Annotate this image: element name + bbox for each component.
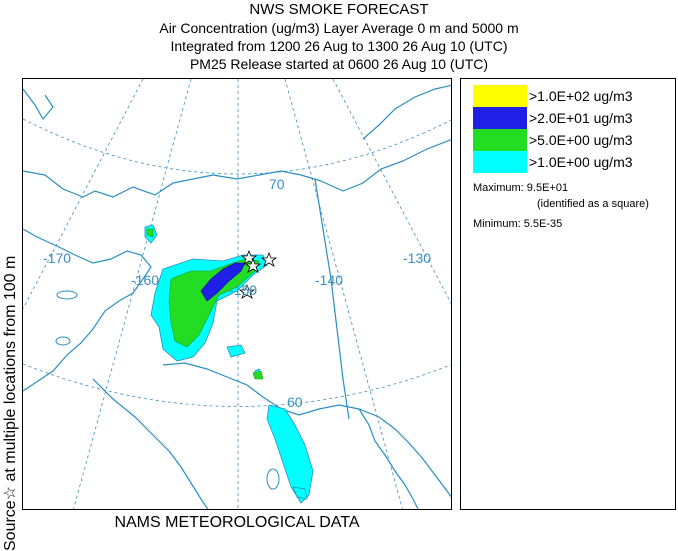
source-markers: [238, 249, 278, 299]
southern-coast: [162, 362, 451, 498]
legend-label: >2.0E+01 ug/m3: [529, 110, 633, 126]
canada-border: [314, 178, 350, 420]
integration-subtitle: Integrated from 1200 26 Aug to 1300 26 A…: [170, 38, 508, 54]
source-location-label: Source☆ at multiple locations from 100 m: [2, 255, 19, 551]
legend-swatch-blue: [473, 107, 527, 129]
smoke-map: -170 -160 -150 -140 -130 70 60: [23, 79, 451, 509]
legend-swatch-green: [473, 129, 527, 151]
arctic-islands: [362, 84, 451, 140]
nunivak-island: [55, 336, 71, 346]
st-lawrence-island: [56, 290, 78, 300]
plume-small-cyan: [226, 344, 246, 358]
kodiak-island: [266, 468, 280, 490]
lat-label-70: 70: [269, 176, 285, 192]
meridian-130: [332, 79, 451, 305]
forecast-title: NWS SMOKE FORECAST: [249, 1, 429, 18]
alaska-peninsula: [92, 378, 209, 509]
legend-label: >1.0E+02 ug/m3: [529, 88, 633, 104]
concentration-subtitle: Air Concentration (ug/m3) Layer Average …: [159, 20, 519, 36]
arctic-coast: [23, 170, 322, 198]
source-star: [244, 257, 262, 273]
siberia: [23, 88, 54, 121]
graticule: [23, 79, 451, 509]
panhandle: [358, 408, 419, 509]
plume-south-cyan: [266, 404, 314, 504]
lon-label-140: -140: [315, 272, 343, 288]
plume-level-3: [200, 262, 246, 302]
source-star: [260, 251, 278, 267]
maximum-note: (identified as a square): [537, 198, 649, 210]
legend-item-5: >5.0E+00 ug/m3: [473, 129, 673, 151]
coastline: [23, 84, 451, 509]
legend-label: >1.0E+00 ug/m3: [529, 154, 633, 170]
legend-swatch-cyan: [473, 151, 527, 173]
parallel-60: [23, 363, 451, 407]
lon-label-170: -170: [43, 250, 71, 266]
plume-tail-cyan: [292, 486, 308, 500]
plume-west-green: [146, 228, 154, 238]
met-data-label: NAMS METEOROLOGICAL DATA: [114, 514, 360, 531]
plume-main-green: [168, 258, 260, 348]
meridian-160: [73, 79, 192, 509]
plume-core-blue: [200, 262, 246, 302]
legend-panel: >1.0E+02 ug/m3 >2.0E+01 ug/m3 >5.0E+00 u…: [460, 78, 676, 510]
legend-item-100: >1.0E+02 ug/m3: [473, 85, 673, 107]
legend-swatch-yellow: [473, 85, 527, 107]
lat-label-60: 60: [287, 394, 303, 410]
plume-south-green: [252, 370, 264, 380]
legend-label: >5.0E+00 ug/m3: [529, 132, 633, 148]
legend-item-20: >2.0E+01 ug/m3: [473, 107, 673, 129]
alaska-west-coast: [23, 228, 152, 392]
minimum-value: Minimum: 5.5E-35: [473, 218, 563, 230]
map-panel: -170 -160 -150 -140 -130 70 60: [22, 78, 452, 510]
source-star: [238, 283, 256, 299]
legend-item-1: >1.0E+00 ug/m3: [473, 151, 673, 173]
lon-label-150: -150: [229, 282, 257, 298]
maximum-value: Maximum: 9.5E+01: [473, 182, 569, 194]
parallel-70: [23, 118, 451, 175]
lon-label-130: -130: [403, 250, 431, 266]
canada-arctic: [320, 139, 451, 192]
release-subtitle: PM25 Release started at 0600 26 Aug 10 (…: [189, 56, 489, 72]
plume-level-2: [146, 228, 264, 380]
meridian-170: [23, 79, 144, 310]
islands: [55, 290, 280, 490]
meridian-140: [284, 79, 403, 509]
lon-label-160: -160: [131, 272, 159, 288]
